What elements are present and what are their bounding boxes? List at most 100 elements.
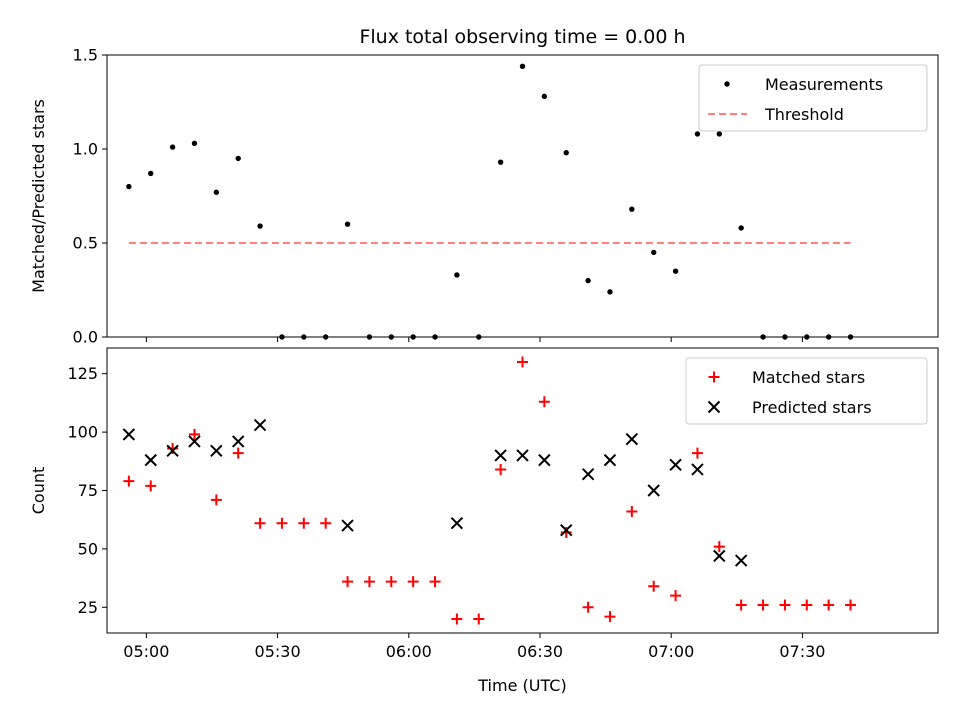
data-point bbox=[213, 189, 220, 195]
data-point bbox=[847, 334, 854, 340]
x-tick-label: 06:30 bbox=[517, 642, 563, 661]
data-point bbox=[519, 63, 526, 69]
data-point bbox=[476, 334, 482, 340]
y-tick-label: 1.5 bbox=[73, 46, 98, 65]
data-point bbox=[516, 449, 529, 462]
data-point bbox=[210, 444, 223, 457]
y-axis-label: Matched/Predicted stars bbox=[29, 99, 48, 293]
data-point bbox=[122, 428, 136, 441]
data-point bbox=[560, 524, 573, 537]
data-point bbox=[804, 334, 810, 340]
legend-marker bbox=[708, 371, 720, 383]
data-point bbox=[694, 131, 701, 137]
x-tick-label: 05:30 bbox=[255, 642, 301, 661]
data-point bbox=[495, 463, 507, 475]
data-point bbox=[451, 613, 463, 625]
data-point bbox=[169, 144, 176, 150]
y-tick-label: 75 bbox=[78, 481, 98, 500]
data-point bbox=[629, 206, 635, 212]
plot-area bbox=[126, 63, 854, 340]
data-point bbox=[454, 272, 460, 278]
data-point bbox=[123, 475, 135, 487]
data-point bbox=[232, 447, 244, 459]
data-point bbox=[363, 576, 375, 588]
data-point bbox=[604, 611, 616, 623]
plot-area bbox=[122, 356, 857, 625]
panel-2: 25 50 75 100 125 05:00 05:30 06:00 06:30 07:00 07:… bbox=[29, 347, 939, 695]
data-point bbox=[560, 527, 572, 539]
data-point bbox=[276, 517, 288, 529]
data-point bbox=[801, 599, 813, 611]
data-point bbox=[713, 541, 725, 553]
data-point bbox=[126, 183, 132, 190]
data-point bbox=[432, 334, 438, 340]
data-point bbox=[735, 599, 747, 611]
data-point bbox=[253, 418, 267, 432]
data-point bbox=[738, 225, 744, 231]
axes-frame bbox=[106, 54, 939, 338]
data-point bbox=[235, 155, 241, 162]
data-point bbox=[210, 494, 222, 506]
data-point bbox=[670, 590, 682, 602]
data-point bbox=[320, 517, 332, 529]
data-point bbox=[254, 517, 266, 529]
legend: Matched stars Predicted stars bbox=[685, 357, 928, 425]
legend: Measurements Threshold bbox=[698, 64, 928, 132]
data-point bbox=[342, 576, 354, 588]
data-point bbox=[713, 549, 726, 563]
data-point bbox=[825, 334, 832, 340]
data-point bbox=[607, 289, 613, 295]
y-tick-label: 25 bbox=[78, 598, 98, 617]
y-tick-label: 125 bbox=[67, 364, 98, 383]
legend-marker bbox=[707, 400, 721, 414]
data-point bbox=[232, 435, 245, 448]
data-point bbox=[301, 334, 307, 340]
y-tick-label: 0.0 bbox=[73, 328, 98, 347]
y-tick-label: 100 bbox=[67, 423, 98, 442]
data-point bbox=[782, 334, 788, 340]
data-point bbox=[148, 170, 154, 177]
data-point bbox=[473, 613, 485, 625]
data-point bbox=[279, 334, 285, 340]
data-point bbox=[669, 458, 682, 472]
data-point bbox=[188, 428, 200, 440]
x-axis-label: Time (UTC) bbox=[477, 676, 566, 695]
data-point bbox=[672, 268, 679, 274]
data-point bbox=[167, 442, 179, 454]
chart-title: Flux total observing time = 0.00 h bbox=[359, 26, 685, 48]
data-point bbox=[845, 599, 857, 611]
data-point bbox=[450, 516, 464, 530]
data-point bbox=[410, 334, 416, 340]
data-point bbox=[497, 159, 504, 165]
data-point bbox=[145, 480, 157, 492]
data-point bbox=[429, 576, 441, 588]
data-point bbox=[188, 435, 201, 448]
legend-box bbox=[685, 357, 928, 425]
data-point bbox=[625, 432, 639, 446]
data-point bbox=[563, 150, 569, 156]
x-tick-label: 06:00 bbox=[386, 642, 432, 661]
data-point bbox=[191, 140, 198, 147]
data-point bbox=[648, 580, 660, 592]
data-point bbox=[385, 576, 397, 588]
data-point bbox=[585, 277, 591, 284]
data-point bbox=[760, 334, 766, 340]
data-point bbox=[647, 484, 660, 497]
data-point bbox=[166, 444, 179, 457]
y-tick-label: 1.0 bbox=[73, 140, 98, 159]
data-point bbox=[541, 93, 548, 100]
data-point bbox=[651, 249, 657, 256]
legend-label: Measurements bbox=[765, 75, 883, 94]
data-point bbox=[517, 356, 528, 368]
data-point bbox=[366, 334, 373, 340]
y-tick-label: 50 bbox=[78, 539, 98, 558]
data-point bbox=[257, 223, 263, 229]
data-point bbox=[734, 554, 748, 567]
data-point bbox=[823, 599, 835, 611]
data-point bbox=[603, 453, 617, 467]
data-point bbox=[322, 334, 329, 340]
data-point bbox=[298, 517, 310, 529]
data-point bbox=[581, 467, 595, 481]
data-point bbox=[538, 396, 550, 408]
